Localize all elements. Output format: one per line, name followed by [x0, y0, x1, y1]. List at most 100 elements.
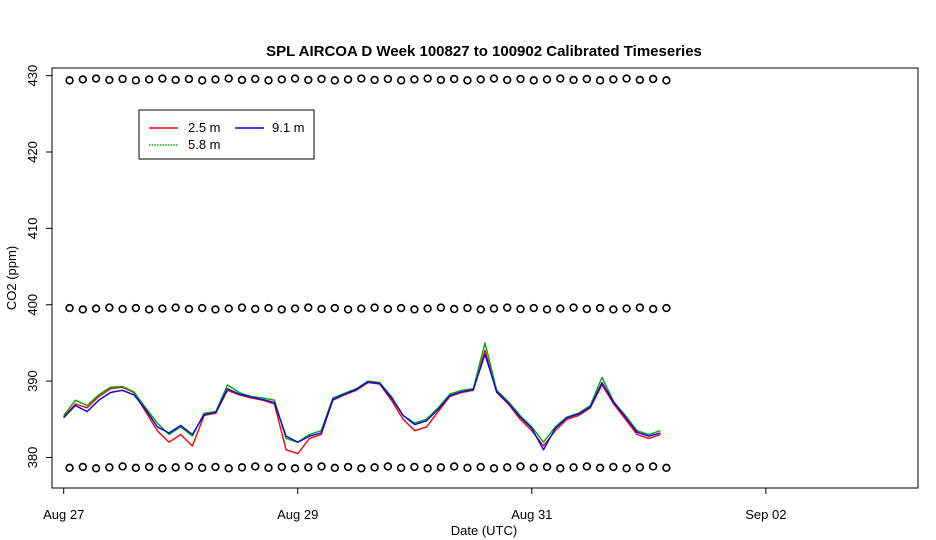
calibration-point	[423, 304, 432, 313]
calibration-point	[449, 462, 459, 471]
calibration-point	[91, 464, 101, 473]
calibration-point	[184, 462, 194, 471]
y-tick-label-390: 390	[25, 370, 40, 392]
calibration-point	[211, 462, 220, 472]
calibration-point	[516, 462, 525, 471]
calibration-point	[131, 303, 141, 313]
calibration-point	[237, 463, 247, 472]
calibration-point	[569, 75, 578, 85]
y-axis-label: CO2 (ppm)	[4, 246, 19, 310]
calibration-point	[503, 75, 512, 85]
calibration-point	[197, 76, 207, 85]
calibration-point	[290, 464, 300, 473]
calibration-markers	[65, 74, 671, 473]
calibration-point	[569, 463, 578, 472]
calibration-point	[662, 76, 671, 85]
calibration-point	[171, 463, 180, 472]
calibration-point	[648, 74, 658, 84]
y-tick-label-430: 430	[25, 65, 40, 87]
calibration-point	[171, 303, 180, 312]
y-tick-label-410: 410	[25, 218, 40, 240]
calibration-point	[622, 464, 631, 473]
calibration-point	[529, 463, 538, 473]
calibration-point	[436, 463, 446, 472]
calibration-point	[516, 304, 525, 314]
calibration-point	[317, 462, 326, 471]
calibration-point	[556, 304, 565, 313]
calibration-point	[264, 76, 273, 85]
chart-title: SPL AIRCOA D Week 100827 to 100902 Calib…	[266, 43, 702, 60]
calibration-point	[410, 75, 419, 84]
calibration-point	[105, 75, 114, 85]
calibration-point	[423, 464, 432, 473]
calibration-point	[436, 303, 446, 312]
calibration-point	[118, 74, 127, 84]
calibration-point	[582, 74, 592, 84]
calibration-point	[529, 76, 538, 85]
calibration-point	[237, 303, 247, 312]
calibration-point	[449, 304, 459, 314]
calibration-point	[662, 303, 671, 313]
x-tick-label-0: Aug 27	[43, 507, 84, 522]
calibration-point	[343, 462, 353, 472]
calibration-point	[131, 463, 141, 473]
calibration-point	[383, 462, 393, 471]
calibration-point	[383, 74, 393, 84]
calibration-point	[131, 76, 141, 85]
calibration-point	[144, 462, 154, 472]
calibration-point	[330, 463, 340, 473]
calibration-point	[277, 462, 286, 472]
calibration-point	[542, 462, 552, 472]
calibration-point	[290, 304, 300, 313]
calibration-point	[65, 463, 74, 473]
y-axis: 380 390 400 410 420 430	[25, 65, 52, 469]
calibration-point	[251, 462, 260, 471]
calibration-point	[317, 74, 326, 84]
y-tick-label-400: 400	[25, 294, 40, 316]
calibration-point	[184, 74, 194, 84]
calibration-point	[609, 462, 618, 472]
calibration-point	[251, 304, 260, 314]
calibration-point	[158, 464, 167, 473]
calibration-point	[609, 305, 618, 314]
calibration-point	[197, 463, 207, 473]
x-tick-label-1: Aug 29	[277, 507, 318, 522]
calibration-point	[357, 74, 366, 83]
calibration-point	[423, 74, 432, 83]
calibration-point	[277, 305, 286, 314]
legend: 2.5 m 5.8 m 9.1 m	[138, 109, 315, 160]
calibration-point	[489, 74, 499, 83]
calibration-point	[65, 303, 74, 313]
calibration-point	[622, 304, 631, 313]
calibration-point	[144, 75, 154, 84]
calibration-point	[489, 464, 499, 473]
calibration-point	[595, 76, 605, 85]
calibration-point	[118, 462, 127, 471]
calibration-point	[396, 76, 406, 85]
calibration-point	[582, 304, 592, 314]
calibration-point	[343, 305, 353, 314]
calibration-point	[542, 75, 552, 84]
calibration-point	[569, 303, 578, 312]
calibration-point	[78, 75, 88, 84]
calibration-point	[78, 462, 88, 472]
calibration-point	[330, 303, 340, 313]
calibration-point	[370, 75, 379, 85]
calibration-point	[516, 74, 525, 84]
calibration-point	[476, 305, 485, 314]
legend-box	[138, 109, 315, 160]
calibration-point	[595, 303, 605, 313]
calibration-point	[489, 304, 499, 313]
calibration-point	[648, 462, 658, 471]
calibration-point	[118, 304, 127, 314]
calibration-point	[383, 304, 393, 314]
y-tick-label-380: 380	[25, 447, 40, 469]
calibration-point	[330, 76, 340, 85]
calibration-point	[648, 304, 658, 314]
calibration-point	[463, 303, 472, 313]
calibration-point	[503, 463, 512, 472]
calibration-point	[264, 463, 273, 473]
calibration-point	[449, 74, 459, 84]
series-line-5.8m	[63, 342, 661, 443]
